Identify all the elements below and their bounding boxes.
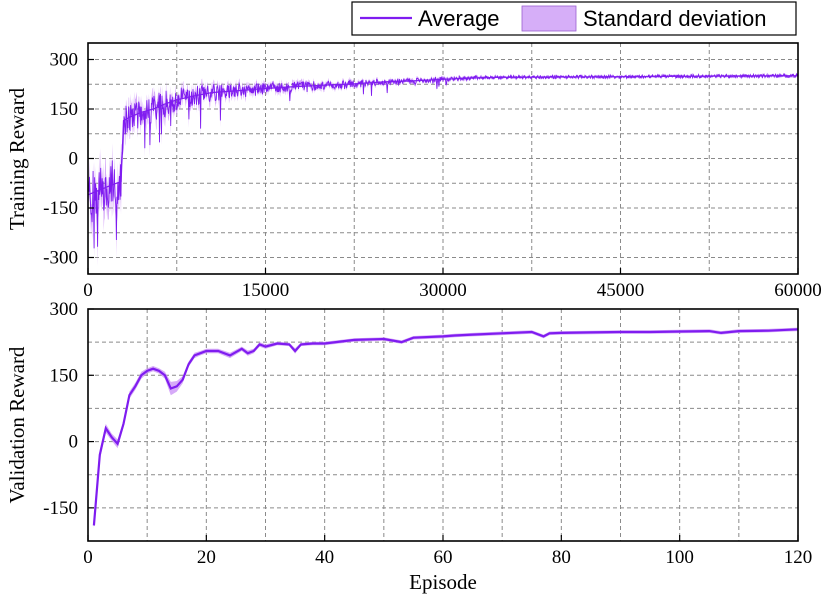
x-tick-label: 100 — [665, 547, 694, 568]
validation-tick-labels: 0 20 40 60 80 100 120 -150 0 150 300 — [43, 299, 812, 568]
x-tick-label: 30000 — [419, 280, 467, 301]
validation-reward-panel: 0 20 40 60 80 100 120 -150 0 150 300 Validation Re… — [5, 299, 812, 594]
validation-average-line — [92, 328, 799, 526]
y-tick-label: -300 — [43, 248, 78, 269]
x-tick-label: 60 — [434, 547, 453, 568]
training-reward-panel: 0 15000 30000 45000 60000 -300 -150 0 150 300 Tra… — [5, 42, 822, 302]
y-tick-label: 300 — [50, 50, 79, 71]
validation-grid — [88, 309, 798, 541]
training-std-band — [88, 72, 798, 267]
y-tick-label: 0 — [69, 432, 79, 453]
training-average-line — [87, 75, 799, 196]
x-tick-label: 20 — [197, 547, 216, 568]
validation-xlabel: Episode — [409, 570, 477, 594]
validation-ylabel: Validation Reward — [5, 346, 29, 503]
training-ylabel: Training Reward — [5, 87, 29, 230]
validation-std-band — [93, 327, 798, 529]
x-tick-label: 0 — [83, 280, 93, 301]
y-tick-label: 0 — [69, 149, 79, 170]
legend-std-swatch — [521, 5, 577, 32]
legend-std-label: Standard deviation — [583, 6, 766, 31]
y-tick-label: 300 — [50, 299, 79, 320]
training-grid — [88, 43, 798, 274]
y-tick-label: 150 — [50, 365, 79, 386]
y-tick-label: -150 — [43, 498, 78, 519]
x-tick-label: 40 — [315, 547, 334, 568]
y-tick-label: -150 — [43, 198, 78, 219]
training-tick-labels: 0 15000 30000 45000 60000 -300 -150 0 150 300 — [43, 50, 822, 302]
x-tick-label: 60000 — [774, 280, 822, 301]
legend: Average Standard deviation — [351, 1, 797, 36]
x-tick-label: 0 — [83, 547, 93, 568]
legend-average-label: Average — [418, 6, 500, 31]
x-tick-label: 45000 — [597, 280, 645, 301]
x-tick-label: 15000 — [242, 280, 290, 301]
x-tick-label: 120 — [784, 547, 813, 568]
x-tick-label: 80 — [552, 547, 571, 568]
y-tick-label: 150 — [50, 99, 79, 120]
